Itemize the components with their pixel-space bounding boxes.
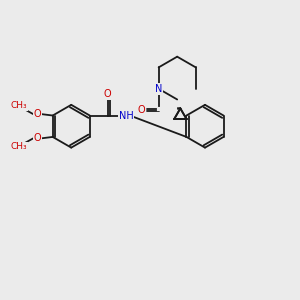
Text: CH₃: CH₃ <box>10 101 27 110</box>
Text: O: O <box>138 105 146 115</box>
Text: NH: NH <box>119 110 134 121</box>
Text: CH₃: CH₃ <box>10 142 27 151</box>
Text: O: O <box>33 109 41 119</box>
Text: O: O <box>104 89 111 99</box>
Text: N: N <box>155 84 162 94</box>
Text: O: O <box>33 134 41 143</box>
